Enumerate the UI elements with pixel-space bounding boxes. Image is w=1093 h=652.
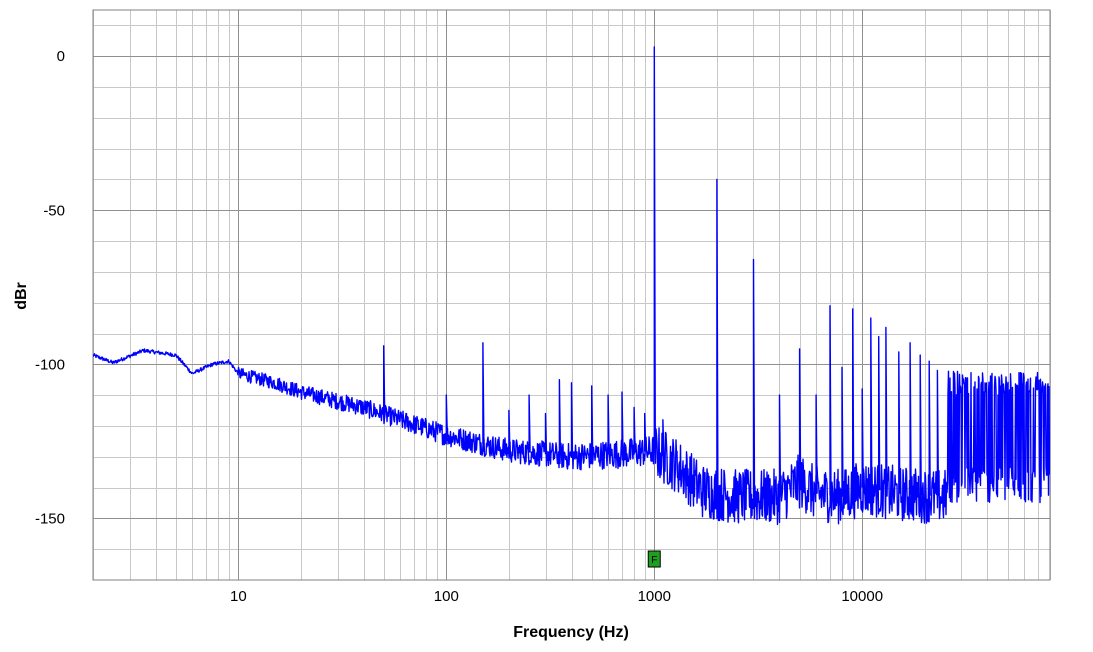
- frequency-marker[interactable]: F: [647, 550, 661, 568]
- marker-box[interactable]: [647, 550, 661, 568]
- x-tick-label: 1000: [638, 588, 671, 605]
- x-tick-label: 10000: [841, 588, 883, 605]
- marker-label: F: [651, 555, 657, 566]
- y-tick-label: -50: [43, 202, 65, 219]
- y-tick-label: -100: [35, 356, 65, 373]
- x-tick-labels: 10 100 1000 10000: [230, 588, 883, 605]
- y-tick-label: 0: [57, 48, 65, 65]
- y-tick-labels: 0 -50 -100 -150: [35, 48, 65, 527]
- spectrum-line: [93, 46, 1050, 526]
- x-axis-title: Frequency (Hz): [513, 624, 629, 641]
- y-tick-label: -150: [35, 510, 65, 527]
- x-tick-label: 100: [434, 588, 459, 605]
- y-axis-title: dBr: [13, 282, 30, 310]
- plot-frame: [92, 9, 1051, 581]
- x-tick-label: 10: [230, 588, 247, 605]
